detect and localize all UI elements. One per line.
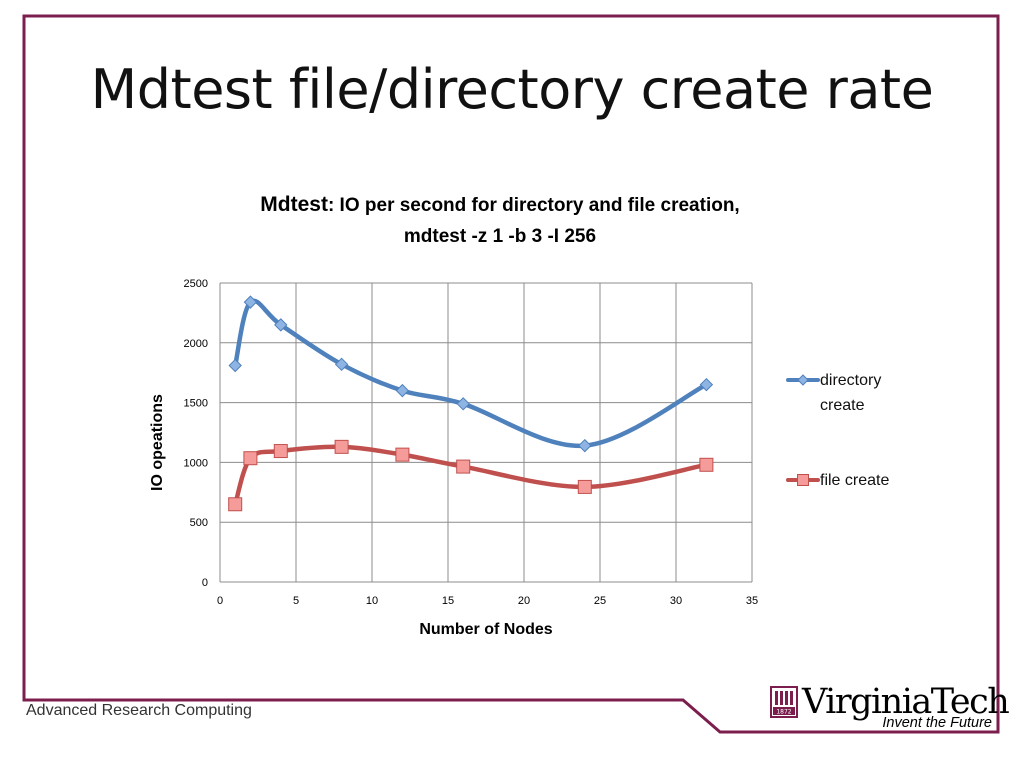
data-point-directory-create (456, 397, 470, 411)
series-line-directory-create (232, 298, 709, 448)
x-tick-label: 25 (594, 595, 606, 607)
x-tick-label: 0 (217, 595, 223, 607)
slide-border (22, 14, 1000, 734)
data-point-directory-create (578, 438, 592, 453)
data-point-file-create (395, 447, 410, 462)
y-axis-title: IO opeations (149, 394, 166, 491)
logo-tagline: Invent the Future (882, 715, 992, 731)
x-tick-label: 20 (518, 595, 530, 607)
y-tick-label: 1500 (184, 398, 208, 410)
data-point-directory-create (274, 318, 288, 332)
data-point-file-create (273, 444, 288, 459)
y-tick-label: 500 (190, 517, 208, 529)
university-seal-icon: 1872 (770, 686, 798, 718)
x-axis-title: Number of Nodes (419, 621, 552, 638)
legend-label-line: file create (820, 472, 890, 489)
y-tick-label: 2000 (184, 338, 208, 350)
data-point-file-create (228, 497, 243, 512)
y-tick-label: 1000 (184, 457, 208, 469)
seal-year: 1872 (776, 709, 791, 716)
legend-label-line: create (820, 397, 865, 414)
y-tick-label: 0 (202, 577, 208, 589)
legend-label-file-create: file create (820, 468, 910, 493)
legend-label-line: directory (820, 372, 882, 389)
data-point-file-create (577, 479, 592, 494)
chart-title-line-2: mdtest -z 1 -b 3 -I 256 (403, 226, 597, 247)
data-point-file-create (456, 459, 471, 474)
x-tick-label: 30 (670, 595, 682, 607)
data-point-directory-create (334, 357, 349, 372)
data-point-directory-create (228, 358, 242, 373)
data-point-file-create (699, 457, 714, 472)
chart-title-rest: : IO per second for directory and file c… (327, 195, 740, 216)
legend-swatch-directory-create (786, 374, 820, 386)
logo-wordmark: VirginiaTech (802, 682, 1010, 722)
legend-label-directory-create: directory create (820, 368, 910, 418)
series-line-file-create (232, 444, 709, 507)
x-tick-label: 35 (746, 595, 758, 607)
legend-swatch-file-create (786, 474, 820, 486)
data-point-file-create (243, 451, 258, 466)
x-tick-label: 5 (293, 595, 299, 607)
data-point-directory-create (395, 383, 410, 398)
slide-title: Mdtest file/directory create rate (90, 58, 934, 121)
virginia-tech-logo: 1872 VirginiaTech Invent the Future (768, 682, 1010, 734)
data-point-directory-create (243, 295, 258, 309)
chart-title-line-1: Mdtest: IO per second for directory and … (150, 190, 850, 222)
x-tick-label: 15 (442, 595, 454, 607)
footer-text: Advanced Research Computing (26, 702, 252, 719)
chart-title: Mdtest: IO per second for directory and … (150, 190, 850, 252)
y-tick-label: 2500 (184, 278, 208, 290)
data-point-directory-create (699, 377, 714, 392)
x-tick-label: 10 (366, 595, 378, 607)
chart-title-main: Mdtest (260, 193, 328, 216)
data-point-file-create (334, 439, 349, 454)
